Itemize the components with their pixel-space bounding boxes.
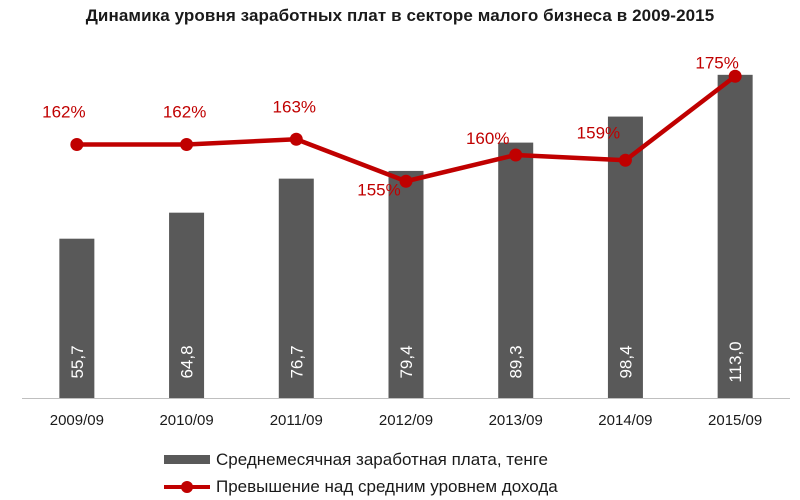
bar-value-label-3: 79,4 [397, 345, 416, 378]
x-tick-label-6: 2015/09 [708, 412, 762, 429]
bars-layer [59, 74, 753, 399]
bar-0 [59, 238, 95, 398]
x-tick-label-1: 2010/09 [159, 412, 213, 429]
line-value-label-1: 162% [163, 103, 206, 122]
bar-value-label-5: 98,4 [616, 345, 635, 378]
x-tick-label-4: 2013/09 [489, 412, 543, 429]
bar-value-label-2: 76,7 [287, 345, 306, 378]
line-value-label-3: 155% [357, 180, 400, 199]
line-value-label-5: 159% [577, 123, 620, 142]
line-point-5 [618, 153, 632, 167]
legend-item-line: Превышение над средним уровнем дохода [164, 473, 558, 500]
line-value-label-4: 160% [466, 129, 509, 148]
line-point-1 [180, 138, 194, 151]
line-point-6 [728, 69, 742, 83]
x-tick-label-0: 2009/09 [50, 412, 104, 429]
line-point-3 [399, 174, 413, 188]
bar-labels-layer: 55,7 64,8 76,7 79,4 89,3 98,4 113,0 [68, 341, 745, 382]
chart-title: Динамика уровня заработных плат в сектор… [85, 6, 715, 25]
bar-4 [498, 142, 534, 398]
line-value-label-2: 163% [273, 97, 316, 116]
x-tick-label-3: 2012/09 [379, 412, 433, 429]
line-series-layer [70, 69, 742, 188]
line-value-label-6: 175% [695, 53, 738, 72]
legend-line-label: Превышение над средним уровнем дохода [216, 476, 558, 496]
legend: Среднемесячная заработная плата, тенге П… [164, 446, 558, 500]
line-point-2 [289, 132, 303, 146]
line-point-4 [509, 148, 523, 162]
bar-6 [717, 74, 753, 398]
x-axis: 2009/09 2010/09 2011/09 2012/09 2013/09 2014/… [22, 398, 790, 429]
x-tick-label-5: 2014/09 [598, 412, 652, 429]
bar-2 [278, 178, 314, 398]
legend-line-swatch [164, 480, 210, 493]
line-point-0 [70, 138, 84, 151]
legend-item-bar: Среднемесячная заработная плата, тенге [164, 446, 558, 473]
legend-bar-swatch [164, 455, 210, 464]
x-tick-label-2: 2011/09 [270, 412, 323, 429]
bar-value-label-1: 64,8 [178, 345, 197, 378]
line-labels-layer: 162% 162% 163% 155% 160% 159% 175% [42, 53, 739, 199]
line-value-label-0: 162% [42, 103, 85, 122]
bar-value-label-0: 55,7 [68, 345, 87, 378]
legend-bar-label: Среднемесячная заработная плата, тенге [216, 449, 549, 469]
bar-value-label-4: 89,3 [507, 345, 526, 378]
bar-1 [169, 212, 205, 398]
bar-3 [388, 170, 424, 398]
bar-value-label-6: 113,0 [726, 341, 745, 382]
